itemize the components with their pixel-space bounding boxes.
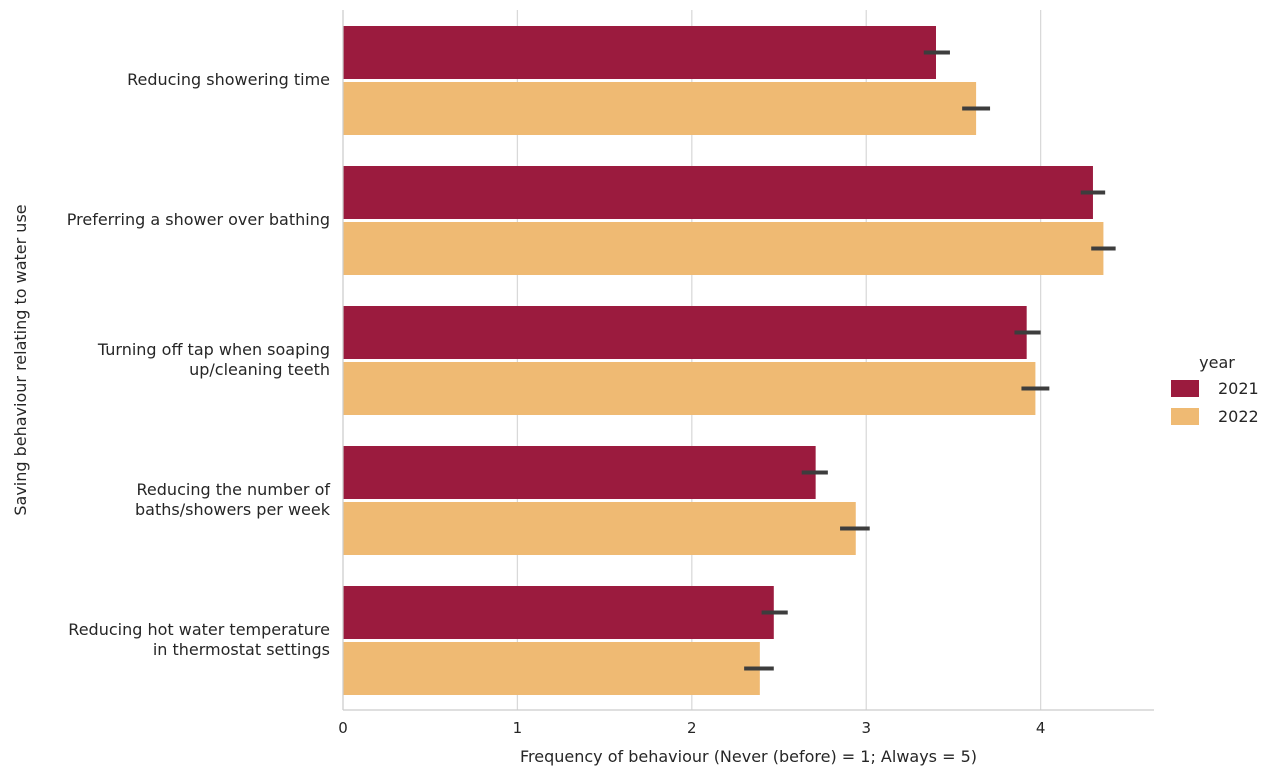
legend-swatch-2021 bbox=[1171, 380, 1199, 397]
axes bbox=[342, 10, 1154, 711]
x-tick-label: 2 bbox=[687, 719, 697, 737]
category-label: up/cleaning teeth bbox=[189, 360, 330, 379]
bar-2022 bbox=[343, 82, 977, 135]
bar-2021 bbox=[343, 586, 774, 639]
x-tick-label: 0 bbox=[338, 719, 348, 737]
bar-2021 bbox=[343, 166, 1093, 219]
category-label: baths/showers per week bbox=[135, 500, 331, 519]
bar-2022 bbox=[343, 362, 1036, 415]
category-labels: Reducing showering time Preferring a show… bbox=[67, 70, 331, 659]
x-tick-label: 4 bbox=[1036, 719, 1046, 737]
category-label: Turning off tap when soaping bbox=[97, 340, 330, 359]
bars bbox=[343, 26, 1104, 695]
y-axis-title: Saving behaviour relating to water use bbox=[11, 204, 30, 515]
error-bars bbox=[744, 50, 1116, 671]
bar-2021 bbox=[343, 446, 816, 499]
x-tick-labels: 0 1 2 3 4 bbox=[338, 719, 1045, 737]
legend: year 2021 2022 bbox=[1171, 353, 1259, 426]
legend-title: year bbox=[1199, 353, 1235, 372]
category-label: Reducing hot water temperature bbox=[68, 620, 330, 639]
bar-2021 bbox=[343, 306, 1027, 359]
legend-swatch-2022 bbox=[1171, 408, 1199, 425]
category-label: in thermostat settings bbox=[153, 640, 330, 659]
bar-2022 bbox=[343, 642, 760, 695]
bar-2022 bbox=[343, 222, 1104, 275]
category-label: Preferring a shower over bathing bbox=[67, 210, 330, 229]
legend-label-2022: 2022 bbox=[1218, 407, 1259, 426]
bar-2021 bbox=[343, 26, 936, 79]
x-tick-label: 1 bbox=[513, 719, 523, 737]
legend-label-2021: 2021 bbox=[1218, 379, 1259, 398]
x-axis-title: Frequency of behaviour (Never (before) =… bbox=[520, 747, 977, 766]
x-tick-label: 3 bbox=[861, 719, 871, 737]
bar-2022 bbox=[343, 502, 856, 555]
category-label: Reducing the number of bbox=[137, 480, 331, 499]
category-label: Reducing showering time bbox=[127, 70, 330, 89]
